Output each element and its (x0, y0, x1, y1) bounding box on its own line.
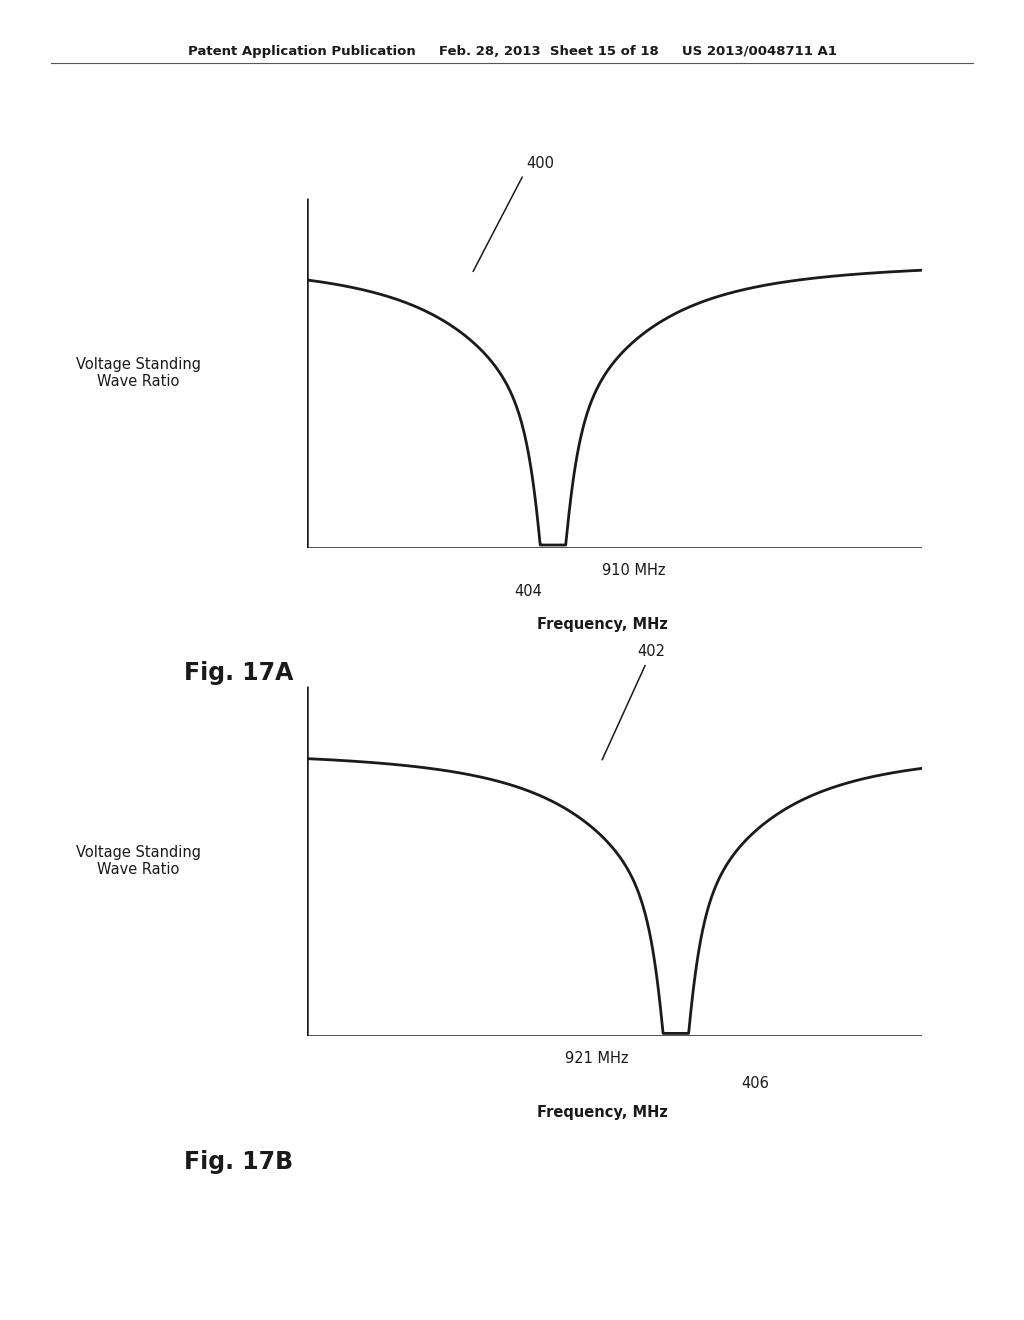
Text: 406: 406 (741, 1076, 770, 1092)
Text: Voltage Standing
Wave Ratio: Voltage Standing Wave Ratio (76, 356, 201, 389)
Text: Patent Application Publication     Feb. 28, 2013  Sheet 15 of 18     US 2013/004: Patent Application Publication Feb. 28, … (187, 45, 837, 58)
Text: 910 MHz: 910 MHz (602, 562, 666, 578)
Text: Fig. 17A: Fig. 17A (184, 661, 294, 685)
Text: Frequency, MHz: Frequency, MHz (537, 616, 668, 632)
Text: Voltage Standing
Wave Ratio: Voltage Standing Wave Ratio (76, 845, 201, 878)
Text: 402: 402 (637, 644, 666, 659)
Text: 921 MHz: 921 MHz (565, 1051, 629, 1067)
Text: Frequency, MHz: Frequency, MHz (537, 1105, 668, 1121)
Text: 400: 400 (526, 156, 555, 170)
Text: Fig. 17B: Fig. 17B (184, 1150, 294, 1173)
Text: 404: 404 (514, 583, 543, 599)
